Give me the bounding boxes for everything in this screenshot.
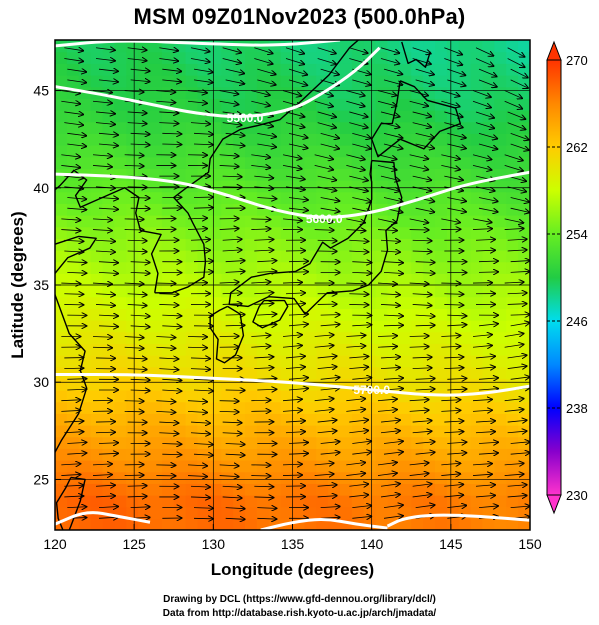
credit-drawing: Drawing by DCL (https://www.gfd-dennou.o… <box>163 594 436 605</box>
colorbar-max-arrow <box>546 40 562 61</box>
colorbar-bar <box>546 59 562 496</box>
colorbar-tick-label: 270 <box>566 53 588 68</box>
coastline <box>370 80 462 158</box>
colorbar-tick-label: 246 <box>566 314 588 329</box>
colorbar: 230 238 246 254 262 270 <box>546 40 588 515</box>
coastline <box>228 159 403 315</box>
x-tick-label: 150 <box>518 536 542 552</box>
coastline <box>55 235 97 454</box>
colorbar-ticks: 230 238 246 254 262 270 <box>547 53 588 503</box>
map-title: MSM 09Z01Nov2023 (500.0hPa) <box>133 4 466 29</box>
colorbar-tick-label: 254 <box>566 227 588 242</box>
x-tick-label: 130 <box>202 536 226 552</box>
x-axis-label: Longitude (degrees) <box>210 560 375 579</box>
height-contours: 5500.0 5600.0 5700.0 <box>55 40 530 530</box>
wind-vectors <box>61 48 529 520</box>
y-tick-label: 40 <box>33 180 49 196</box>
y-axis-ticks: 25 30 35 40 45 <box>33 83 61 487</box>
colorbar-tick-label: 238 <box>566 401 588 416</box>
y-axis-label: Latitude (degrees) <box>8 211 27 359</box>
colorbar-min-arrow <box>546 494 562 515</box>
credit-data: Data from http://database.rish.kyoto-u.a… <box>162 608 437 619</box>
x-axis-ticks: 120 125 130 135 140 145 150 <box>43 524 542 552</box>
y-tick-label: 30 <box>33 374 49 390</box>
y-tick-label: 45 <box>33 83 49 99</box>
contour-label: 5600.0 <box>306 212 343 226</box>
contour-line <box>55 372 530 397</box>
x-tick-label: 145 <box>439 536 463 552</box>
contour-label: 5500.0 <box>227 111 264 125</box>
colorbar-tick-label: 262 <box>566 140 588 155</box>
x-tick-label: 135 <box>281 536 305 552</box>
contour-line <box>55 46 381 118</box>
x-tick-label: 125 <box>122 536 146 552</box>
contour-label: 5700.0 <box>353 383 390 397</box>
contour-line <box>55 511 151 526</box>
colorbar-tick-label: 230 <box>566 488 588 503</box>
x-tick-label: 120 <box>43 536 67 552</box>
contour-line <box>55 170 530 219</box>
y-tick-label: 35 <box>33 277 49 293</box>
y-tick-label: 25 <box>33 471 49 487</box>
contour-line <box>55 40 341 48</box>
x-tick-label: 140 <box>360 536 384 552</box>
plot-area: 5500.0 5600.0 5700.0 120 125 130 135 140 145 150… <box>33 39 542 552</box>
contour-line <box>260 518 388 530</box>
contour-line <box>386 513 530 528</box>
